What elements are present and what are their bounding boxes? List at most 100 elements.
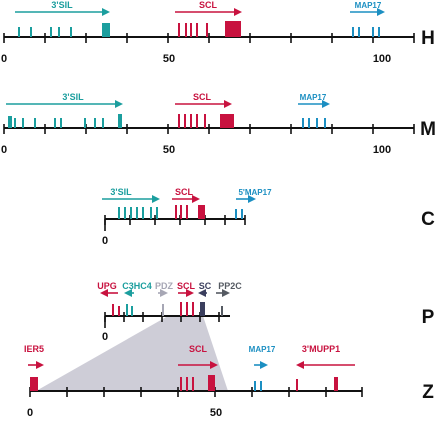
track-p-sc-arrow-head: [198, 289, 206, 297]
track-z-map17-exon: [260, 381, 262, 391]
track-p-gene-scl: SCL: [177, 281, 196, 291]
track-h-scl-arrow-head: [234, 8, 242, 16]
track-p-pp2c-arrow-head: [222, 289, 230, 297]
track-c-sil-exon: [150, 207, 152, 219]
track-c-tick-label: 0: [102, 235, 108, 247]
track-z-scl-exon: [186, 377, 188, 391]
track-m-scl-exon: [220, 114, 234, 128]
track-p-scl-exon: [192, 302, 194, 316]
track-h-tick-label: 50: [163, 53, 175, 65]
track-z-scl-exon: [192, 377, 194, 391]
track-m-sil-exon: [8, 116, 12, 128]
track-z-map17-exon: [254, 381, 256, 391]
track-h-scl-exon: [206, 23, 208, 37]
track-z-mupp1-exon: [296, 379, 298, 391]
track-z-scl-arrow-head: [210, 361, 218, 369]
track-m-scl-arrow-head: [224, 100, 232, 108]
track-h-gene-map17: MAP17: [355, 1, 382, 10]
track-c-scl-exon: [180, 205, 182, 219]
track-p-sc-exon: [200, 302, 205, 316]
track-h-tick-label: 0: [1, 53, 7, 65]
track-m-scl-exon: [178, 114, 180, 128]
track-m-map17-arrow-head: [322, 100, 330, 108]
track-m-tick-label: 50: [163, 144, 175, 156]
track-p-gene-pp2c: PP2C: [218, 281, 242, 291]
track-h-sil-exon: [70, 27, 72, 37]
track-p-pdz-exon: [162, 304, 164, 316]
species-label-h: H: [421, 28, 435, 49]
species-label-m: M: [420, 119, 436, 140]
track-z-gene-map17: MAP17: [249, 345, 276, 354]
track-p-upg-exon: [118, 306, 120, 316]
track-h-gene-scl: SCL: [199, 0, 218, 10]
track-h-sil-exon: [18, 27, 20, 37]
track-h-map17-exon: [372, 27, 374, 37]
track-z-gene-scl: SCL: [189, 344, 208, 354]
track-m-sil-exon: [60, 118, 62, 128]
track-h-sil-exon: [30, 27, 32, 37]
track-h-gene-sil: 3'SIL: [51, 0, 73, 10]
species-label-p: P: [422, 307, 435, 328]
species-label-c: C: [421, 209, 435, 230]
track-m-sil-exon: [118, 114, 122, 128]
track-c-map17-arrow-head: [248, 195, 256, 203]
track-p-gene-upg: UPG: [97, 281, 117, 291]
track-h-sil-exon: [50, 27, 52, 37]
track-c-map17-exon: [241, 209, 243, 219]
track-c-scl-exon: [198, 205, 205, 219]
track-h-sil-exon: [58, 27, 60, 37]
track-z-gene-mupp1: 3'MUPP1: [302, 344, 340, 354]
track-m-scl-exon: [184, 114, 186, 128]
track-c-sil-exon: [118, 207, 120, 219]
track-m-sil-exon: [14, 118, 16, 128]
track-h-map17-exon: [352, 27, 354, 37]
track-h-map17-exon: [378, 27, 380, 37]
track-m-scl-exon: [196, 114, 198, 128]
track-p-upg-exon: [112, 304, 114, 316]
track-h-scl-exon: [196, 23, 198, 37]
track-m-sil-exon: [54, 118, 56, 128]
track-m-sil-exon: [22, 118, 24, 128]
track-c-map17-exon: [235, 209, 237, 219]
track-p-scl-arrow-head: [186, 289, 194, 297]
track-m-sil-exon: [102, 118, 104, 128]
track-p-tick-label: 0: [102, 331, 108, 343]
track-h-scl-exon: [225, 21, 241, 37]
track-h-map17-exon: [358, 27, 360, 37]
track-c-gene-sil: 3'SIL: [110, 187, 132, 197]
track-z-scl-exon: [180, 377, 182, 391]
species-label-z: Z: [422, 382, 434, 403]
track-m-scl-exon: [190, 114, 192, 128]
track-h-sil-arrow-head: [102, 8, 110, 16]
track-m-sil-exon: [94, 118, 96, 128]
track-h-scl-exon: [185, 23, 187, 37]
track-c-gene-map17: 5'MAP17: [238, 188, 272, 197]
track-m-tick-label: 0: [1, 144, 7, 156]
track-p-gene-sc: SC: [199, 281, 212, 291]
track-z-ier5-arrow-head: [36, 361, 44, 369]
track-c-sil-exon: [130, 207, 132, 219]
track-p-c3hc4-exon: [131, 306, 133, 316]
track-p-scl-exon: [186, 302, 188, 316]
track-z-mupp1-exon: [334, 377, 338, 391]
track-m-map17-exon: [302, 118, 304, 128]
track-c-sil-arrow-head: [152, 195, 160, 203]
track-p-scl-exon: [180, 302, 182, 316]
track-m-gene-sil: 3'SIL: [62, 92, 84, 102]
track-c-sil-exon: [156, 207, 158, 219]
track-c-sil-exon: [142, 207, 144, 219]
track-h-sil-exon: [102, 23, 110, 37]
track-z-tick-label: 0: [27, 407, 33, 419]
track-p-upg-arrow-head: [100, 289, 108, 297]
track-h-scl-exon: [190, 23, 192, 37]
track-m-map17-exon: [324, 118, 326, 128]
track-m-sil-exon: [84, 118, 86, 128]
conserved-region-shading: [36, 37, 345, 391]
track-c-scl-exon: [175, 205, 177, 219]
track-m-gene-map17: MAP17: [300, 93, 327, 102]
track-h-map17-arrow-head: [377, 8, 385, 16]
track-m-map17-exon: [316, 118, 318, 128]
track-c-gene-scl: SCL: [175, 187, 194, 197]
track-z-mupp1-arrow-head: [296, 361, 304, 369]
